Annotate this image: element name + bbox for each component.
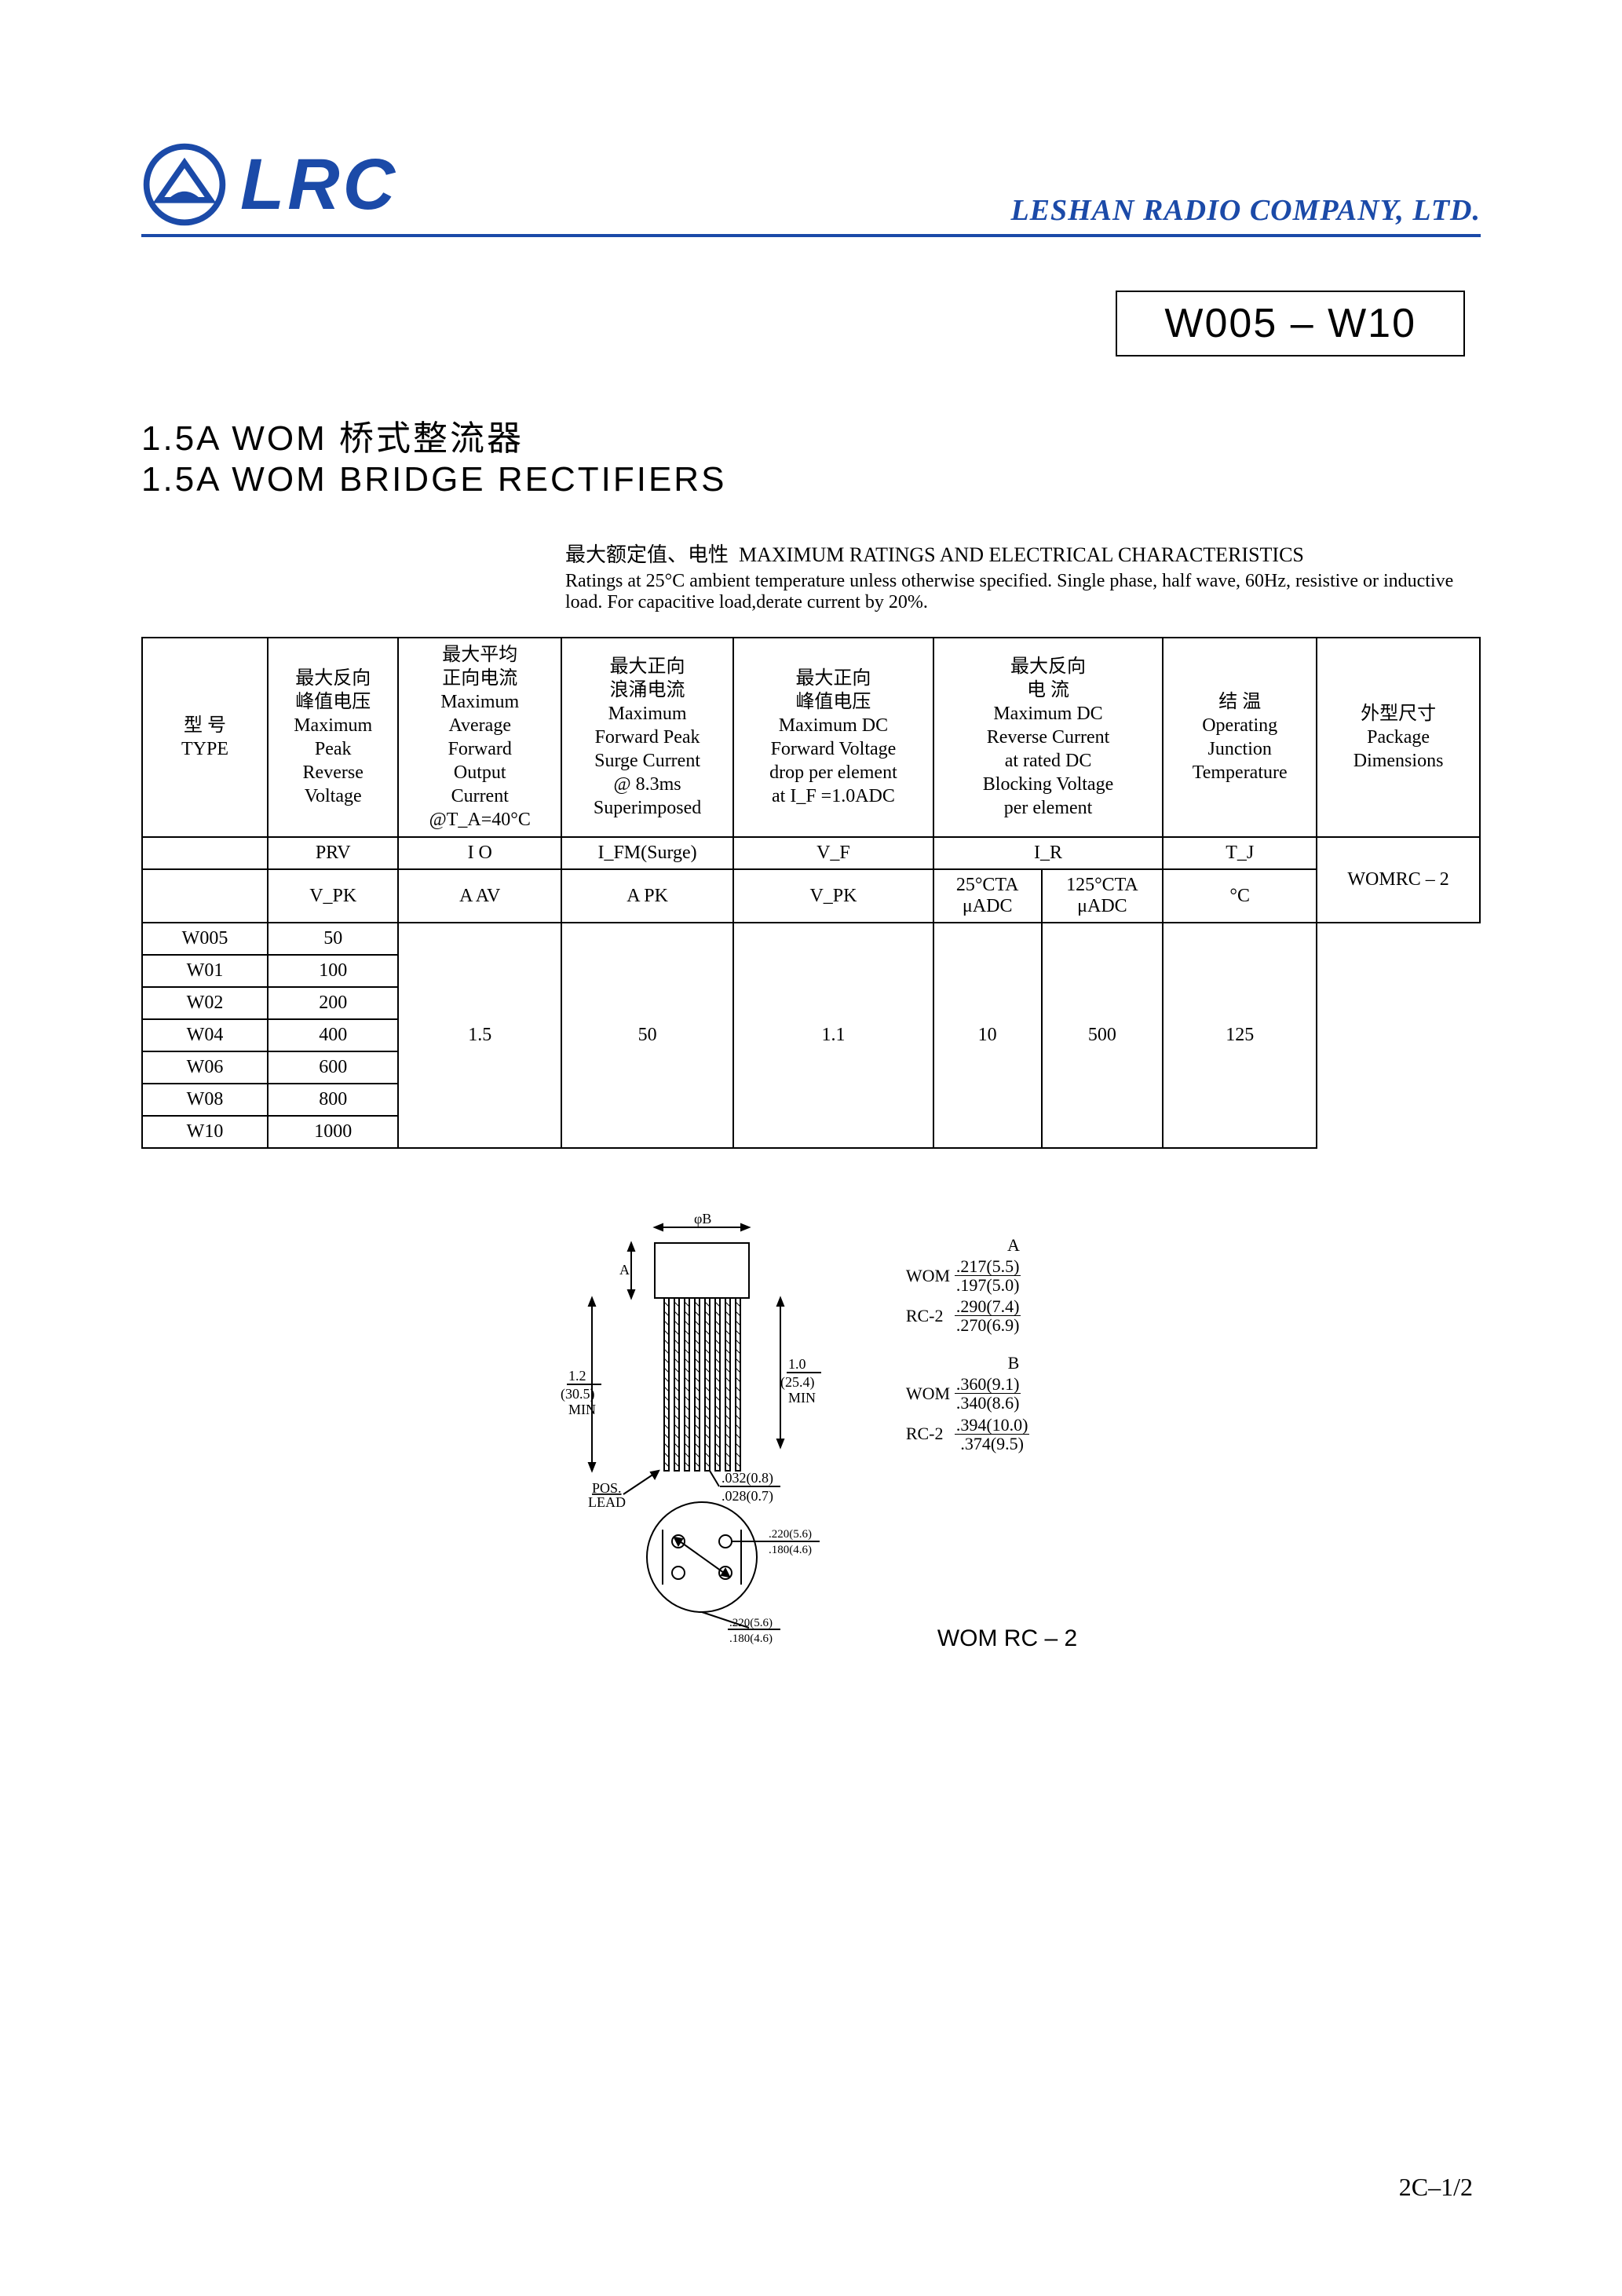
dim-table-A: A WOM.217(5.5).197(5.0)RC-2.290(7.4).270… — [906, 1235, 1077, 1453]
ratings-table: 型 号TYPE 最大反向 峰值电压Maximum Peak Reverse Vo… — [141, 637, 1481, 1149]
cell-prv: 600 — [268, 1051, 398, 1084]
th-vf: 最大正向 峰值电压Maximum DC Forward Voltage drop… — [733, 638, 933, 837]
package-diagram-area: φB A 1.2 (30.5) MIN 1.0 (25.4) M — [141, 1212, 1481, 1652]
svg-text:.032(0.8): .032(0.8) — [721, 1470, 773, 1486]
svg-text:(25.4): (25.4) — [780, 1374, 815, 1391]
cell-type: W08 — [142, 1084, 268, 1116]
title-cn: 1.5A WOM 桥式整流器 — [141, 410, 1481, 460]
cell-type: W01 — [142, 955, 268, 987]
cell-ifm: 50 — [561, 923, 733, 1148]
svg-text:.028(0.7): .028(0.7) — [721, 1488, 773, 1504]
svg-text:1.2: 1.2 — [568, 1368, 586, 1384]
title-en: 1.5A WOM BRIDGE RECTIFIERS — [141, 460, 1481, 499]
sym-tj: T_J — [1163, 837, 1317, 869]
cell-prv: 100 — [268, 955, 398, 987]
cell-prv: 50 — [268, 923, 398, 955]
unit-io: A AV — [398, 869, 561, 923]
svg-text:1.0: 1.0 — [788, 1356, 806, 1372]
svg-text:.180(4.6): .180(4.6) — [769, 1544, 812, 1556]
logo-icon — [141, 141, 228, 228]
dim-row: WOM.360(9.1).340(8.6) — [906, 1375, 1077, 1412]
cell-vf: 1.1 — [733, 923, 933, 1148]
header: LRC LESHAN RADIO COMPANY, LTD. — [141, 141, 1481, 237]
unit-tj: °C — [1163, 869, 1317, 923]
logo: LRC — [141, 141, 398, 228]
cell-pkg: WOMRC – 2 — [1317, 837, 1480, 923]
part-number-box: W005 – W10 — [1116, 291, 1465, 356]
svg-text:MIN: MIN — [568, 1402, 596, 1417]
th-tj: 结 温Operating Junction Temperature — [1163, 638, 1317, 837]
cell-type: W06 — [142, 1051, 268, 1084]
dim-row: RC-2.394(10.0).374(9.5) — [906, 1416, 1077, 1453]
cell-type: W02 — [142, 987, 268, 1019]
table-unit-row: V_PK A AV A PK V_PK 25°CTA μADC 125°CTA … — [142, 869, 1480, 923]
page-number: 2C–1/2 — [1399, 2173, 1473, 2202]
cell-prv: 200 — [268, 987, 398, 1019]
th-ifm: 最大正向 浪涌电流Maximum Forward Peak Surge Curr… — [561, 638, 733, 837]
ratings-note: Ratings at 25°C ambient temperature unle… — [565, 571, 1481, 613]
sym-ir: I_R — [933, 837, 1163, 869]
wom-rc-label: WOM RC – 2 — [937, 1625, 1077, 1652]
table-row: W005501.5501.110500125 — [142, 923, 1480, 955]
svg-text:LEAD: LEAD — [588, 1494, 626, 1510]
sym-prv: PRV — [268, 837, 398, 869]
ratings-caption: 最大额定值、电性 MAXIMUM RATINGS AND ELECTRICAL … — [565, 539, 1481, 613]
company-name: LESHAN RADIO COMPANY, LTD. — [1010, 193, 1481, 228]
dimension-block: A WOM.217(5.5).197(5.0)RC-2.290(7.4).270… — [906, 1212, 1077, 1652]
cell-type: W10 — [142, 1116, 268, 1148]
cell-ir25: 10 — [933, 923, 1042, 1148]
svg-text:.220(5.6): .220(5.6) — [769, 1528, 812, 1541]
sym-ifm: I_FM(Surge) — [561, 837, 733, 869]
unit-prv: V_PK — [268, 869, 398, 923]
package-diagram: φB A 1.2 (30.5) MIN 1.0 (25.4) M — [545, 1212, 875, 1651]
sym-io: I O — [398, 837, 561, 869]
th-io: 最大平均 正向电流Maximum Average Forward Output … — [398, 638, 561, 837]
dim-A-label: A — [950, 1235, 1077, 1256]
cell-prv: 1000 — [268, 1116, 398, 1148]
svg-text:POS.: POS. — [592, 1480, 622, 1496]
th-pkg: 外型尺寸Package Dimensions — [1317, 638, 1480, 837]
ratings-cn: 最大额定值、电性 — [565, 543, 729, 566]
logo-text: LRC — [240, 144, 398, 226]
dim-B-label: B — [950, 1353, 1077, 1373]
unit-ir25: 25°CTA μADC — [933, 869, 1042, 923]
unit-vf: V_PK — [733, 869, 933, 923]
th-type: 型 号TYPE — [142, 638, 268, 837]
phiB-label: φB — [694, 1212, 711, 1227]
cell-ir125: 500 — [1042, 923, 1164, 1148]
th-ir: 最大反向 电 流Maximum DC Reverse Current at ra… — [933, 638, 1163, 837]
titles: 1.5A WOM 桥式整流器 1.5A WOM BRIDGE RECTIFIER… — [141, 410, 1481, 499]
svg-text:.180(4.6): .180(4.6) — [729, 1632, 773, 1645]
svg-text:.220(5.6): .220(5.6) — [729, 1617, 773, 1629]
svg-text:(30.5): (30.5) — [561, 1386, 595, 1402]
th-prv: 最大反向 峰值电压Maximum Peak Reverse Voltage — [268, 638, 398, 837]
cell-type: W04 — [142, 1019, 268, 1051]
cell-type: W005 — [142, 923, 268, 955]
cell-prv: 400 — [268, 1019, 398, 1051]
ratings-en: MAXIMUM RATINGS AND ELECTRICAL CHARACTER… — [739, 543, 1304, 566]
unit-ir125: 125°CTA μADC — [1042, 869, 1164, 923]
dim-row: WOM.217(5.5).197(5.0) — [906, 1257, 1077, 1294]
cell-prv: 800 — [268, 1084, 398, 1116]
svg-text:A: A — [619, 1262, 630, 1278]
dim-row: RC-2.290(7.4).270(6.9) — [906, 1297, 1077, 1334]
sym-vf: V_F — [733, 837, 933, 869]
svg-text:MIN: MIN — [788, 1390, 816, 1406]
cell-io: 1.5 — [398, 923, 561, 1148]
table-header-row: 型 号TYPE 最大反向 峰值电压Maximum Peak Reverse Vo… — [142, 638, 1480, 837]
unit-ifm: A PK — [561, 869, 733, 923]
table-symbol-row: PRV I O I_FM(Surge) V_F I_R T_J WOMRC – … — [142, 837, 1480, 869]
cell-tj: 125 — [1163, 923, 1317, 1148]
